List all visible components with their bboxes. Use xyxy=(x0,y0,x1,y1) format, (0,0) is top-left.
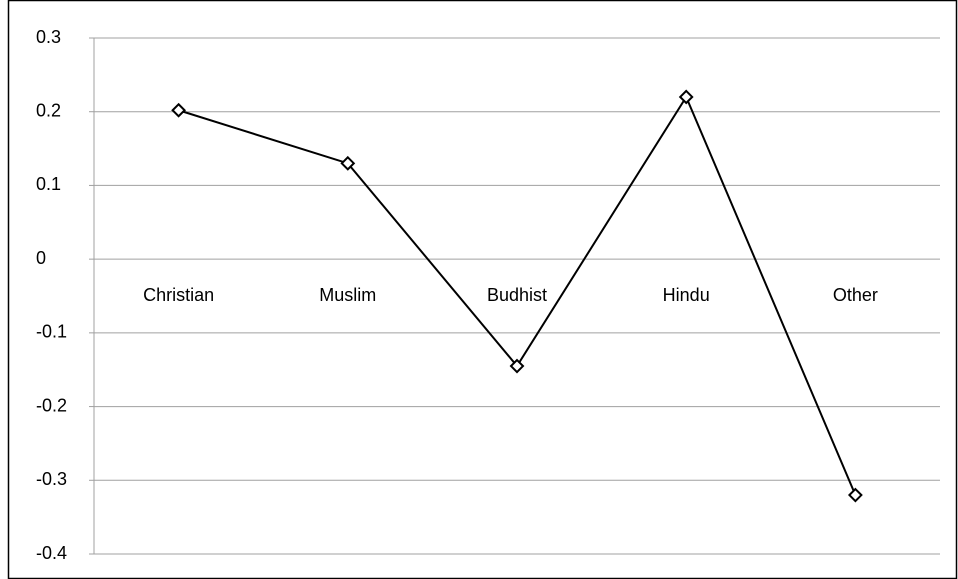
y-tick-label: -0.3 xyxy=(36,469,67,489)
x-tick-label: Budhist xyxy=(487,285,547,305)
y-tick-label: -0.1 xyxy=(36,322,67,342)
marker xyxy=(847,487,863,503)
marker xyxy=(340,155,356,171)
x-tick-label: Other xyxy=(833,285,878,305)
chart-frame xyxy=(7,0,958,579)
y-tick-label: -0.2 xyxy=(36,395,67,415)
x-tick-label: Christian xyxy=(143,285,214,305)
y-tick-label: 0.2 xyxy=(36,100,61,120)
marker xyxy=(509,358,525,374)
y-tick-label: 0.1 xyxy=(36,174,61,194)
y-tick-label: -0.4 xyxy=(36,543,67,563)
marker xyxy=(171,102,187,118)
x-tick-label: Hindu xyxy=(663,285,710,305)
marker xyxy=(678,89,694,105)
y-tick-label: 0 xyxy=(36,248,46,268)
x-tick-label: Muslim xyxy=(319,285,376,305)
y-tick-label: 0.3 xyxy=(36,27,61,47)
